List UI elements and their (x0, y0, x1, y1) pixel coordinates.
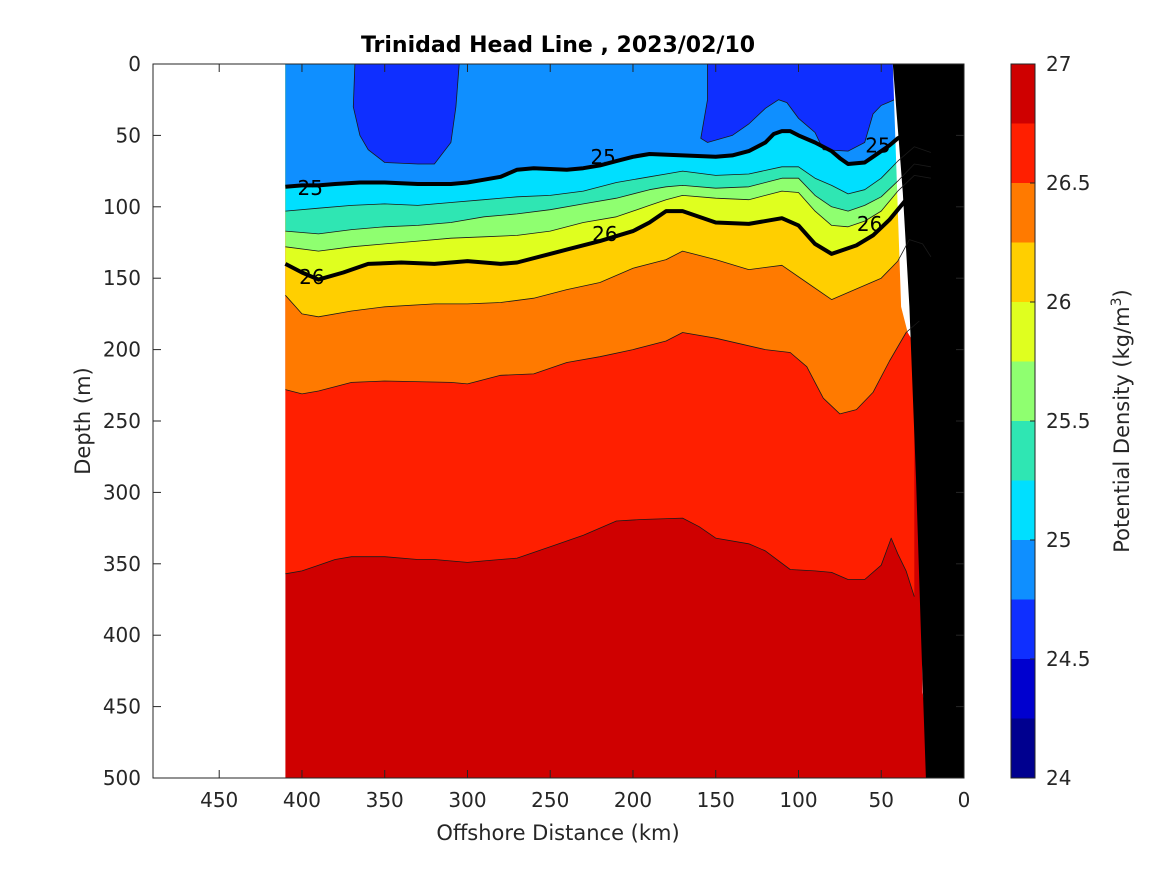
colorbar-segment-4 (1011, 480, 1035, 540)
colorbar-label: Potential Density (kg/m3) (1109, 289, 1134, 553)
colorbar-segment-11 (1011, 64, 1035, 124)
contour-label-2: 25 (865, 133, 890, 157)
colorbar-segment-8 (1011, 242, 1035, 302)
colorbar-tick-label: 24 (1046, 766, 1071, 790)
y-tick-label: 150 (103, 266, 141, 290)
isopycnal-line-26-75 (285, 517, 915, 597)
x-tick-label: 200 (614, 788, 652, 812)
y-axis-ticks: 0 50 100 150 200 250 300 350 400 450 500 (103, 52, 964, 790)
colorbar-segment-9 (1011, 183, 1035, 243)
isopycnal-line-26-25 (285, 239, 932, 318)
contour-label-3: 26 (299, 265, 324, 289)
isopycnal-line-26-5 (285, 320, 920, 415)
colorbar-segment-1 (1011, 659, 1035, 719)
x-tick-label: 100 (779, 788, 817, 812)
contour-label-1: 25 (590, 145, 615, 169)
x-tick-label: 450 (200, 788, 238, 812)
x-tick-label: 400 (283, 788, 321, 812)
y-tick-label: 100 (103, 195, 141, 219)
x-axis-ticks: 450 400 350 300 250 200 150 100 50 0 (200, 64, 970, 812)
colorbar-tick-label: 25 (1046, 528, 1071, 552)
isopycnal-line-26 (284, 183, 932, 282)
y-axis-label: Depth (m) (71, 367, 95, 474)
y-tick-label: 250 (103, 409, 141, 433)
density-patch-0 (352, 64, 460, 165)
contour-label-0: 25 (298, 176, 323, 200)
y-tick-label: 0 (128, 52, 141, 76)
y-tick-label: 200 (103, 338, 141, 362)
y-tick-label: 300 (103, 480, 141, 504)
y-tick-label: 450 (103, 695, 141, 719)
chart-title: Trinidad Head Line , 2023/02/10 (361, 33, 755, 58)
x-tick-label: 50 (869, 788, 894, 812)
colorbar-tick-label: 27 (1046, 52, 1071, 76)
x-axis-label: Offshore Distance (km) (436, 821, 679, 845)
isopycnal-line-25-5 (285, 163, 931, 235)
x-tick-label: 350 (366, 788, 404, 812)
colorbar (1011, 64, 1035, 778)
y-tick-label: 350 (103, 552, 141, 576)
x-tick-label: 150 (697, 788, 735, 812)
density-fill-layer (285, 64, 964, 778)
colorbar-segment-3 (1011, 540, 1035, 600)
colorbar-segment-6 (1011, 361, 1035, 421)
contour-label-layer: 25 25 25 26 26 26 (298, 133, 891, 289)
y-tick-label: 50 (116, 123, 141, 147)
isopycnal-line-layer (284, 122, 932, 597)
contour-label-5: 26 (857, 212, 882, 236)
x-tick-label: 0 (958, 788, 971, 812)
colorbar-ticks: 24 24.5 25 25.5 26 26.5 27 (1030, 52, 1091, 790)
colorbar-segment-7 (1011, 302, 1035, 362)
colorbar-label-main: Potential Density (kg/m (1110, 306, 1134, 552)
colorbar-tick-label: 26.5 (1046, 171, 1091, 195)
colorbar-label-suffix: ) (1110, 289, 1134, 297)
colorbar-segment-10 (1011, 123, 1035, 183)
bathymetry (892, 64, 964, 778)
colorbar-segment-0 (1011, 718, 1035, 778)
colorbar-tick-label: 26 (1046, 290, 1071, 314)
y-tick-label: 400 (103, 623, 141, 647)
isopycnal-line-25-75 (285, 174, 931, 252)
colorbar-label-superscript: 3 (1109, 297, 1125, 306)
isopycnal-line-25 (285, 122, 932, 189)
y-tick-label: 500 (103, 766, 141, 790)
colorbar-tick-label: 24.5 (1046, 647, 1091, 671)
x-tick-label: 250 (531, 788, 569, 812)
colorbar-segment-5 (1011, 421, 1035, 481)
x-tick-label: 300 (448, 788, 486, 812)
isopycnal-line-25-25 (285, 146, 932, 212)
colorbar-tick-label: 25.5 (1046, 409, 1091, 433)
contour-label-4: 26 (592, 222, 617, 246)
colorbar-segment-2 (1011, 599, 1035, 659)
